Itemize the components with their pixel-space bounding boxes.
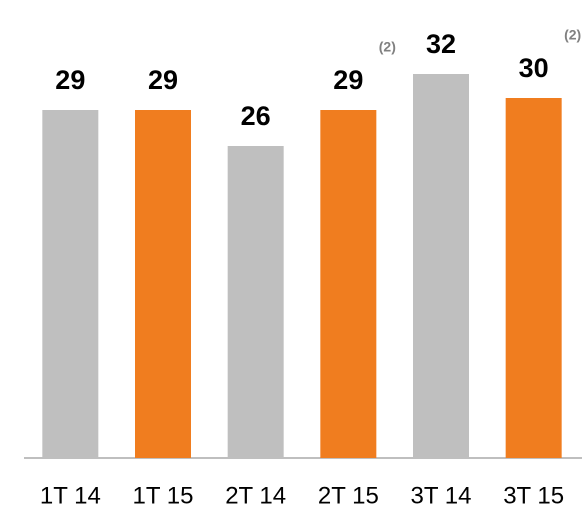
value-note: (2) <box>564 27 581 43</box>
value-note: (2) <box>379 39 396 55</box>
value-label: 29 <box>55 65 85 95</box>
x-tick-label: 3T 15 <box>503 482 564 509</box>
x-tick-label: 1T 14 <box>40 482 101 509</box>
x-tick-label: 1T 15 <box>133 482 194 509</box>
bar <box>42 110 99 458</box>
x-tick-label: 2T 15 <box>318 482 379 509</box>
bar <box>413 74 469 458</box>
value-label: 30 <box>519 53 549 83</box>
bar <box>227 146 284 458</box>
value-label: 29 <box>333 65 363 95</box>
value-label: 32 <box>426 29 456 59</box>
value-label: 26 <box>241 101 271 131</box>
bar <box>505 98 562 458</box>
bar <box>320 110 377 458</box>
value-label: 29 <box>148 65 178 95</box>
x-tick-label: 2T 14 <box>225 482 286 509</box>
bar <box>135 110 191 458</box>
x-tick-label: 3T 14 <box>411 482 472 509</box>
